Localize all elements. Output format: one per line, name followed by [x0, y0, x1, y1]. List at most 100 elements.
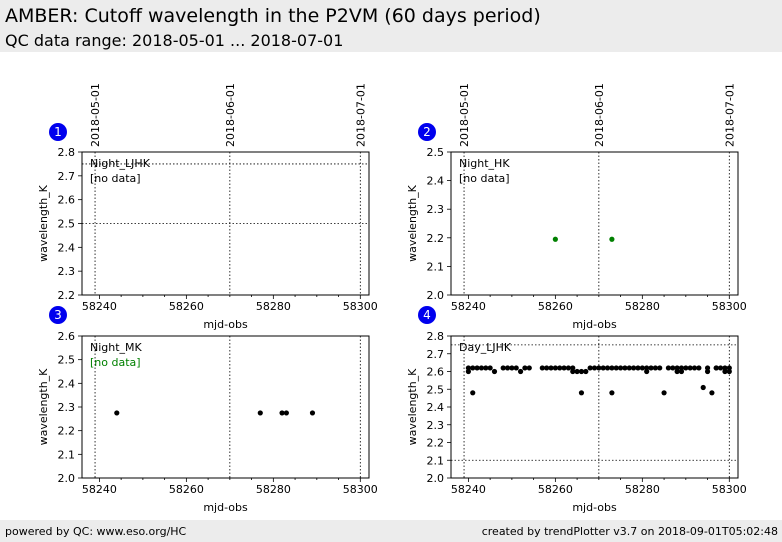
- y-tick-label: 2.4: [427, 175, 445, 188]
- data-point: [552, 365, 558, 371]
- data-point: [657, 365, 663, 371]
- x-axis-label: mjd-obs: [572, 318, 617, 331]
- page-header: AMBER: Cutoff wavelength in the P2VM (60…: [0, 0, 782, 52]
- y-tick-label: 2.0: [427, 472, 445, 485]
- data-point: [526, 365, 532, 371]
- data-point: [578, 368, 585, 375]
- data-point: [691, 365, 698, 371]
- y-tick-label: 2.0: [58, 472, 76, 485]
- data-point: [617, 365, 624, 371]
- date-label: 2018-05-01: [89, 83, 102, 147]
- data-point: [683, 365, 689, 371]
- no-data-note: [no data]: [90, 172, 141, 185]
- data-point: [726, 365, 732, 371]
- y-tick-label: 2.6: [427, 366, 445, 379]
- x-tick-label: 58300: [343, 300, 378, 313]
- y-tick-label: 2.7: [58, 170, 76, 183]
- y-tick-label: 2.2: [427, 232, 445, 245]
- x-tick-label: 58260: [538, 483, 573, 496]
- x-tick-label: 58260: [538, 300, 573, 313]
- y-tick-label: 2.4: [58, 377, 76, 390]
- data-point: [500, 365, 506, 371]
- y-tick-label: 2.6: [58, 194, 76, 207]
- x-tick-label: 58280: [625, 300, 660, 313]
- series-label: Night_LJHK: [90, 157, 151, 170]
- y-tick-label: 2.8: [427, 330, 445, 343]
- y-tick-label: 2.2: [58, 425, 76, 438]
- data-point: [591, 365, 598, 371]
- y-axis-label: wavelength_K: [406, 368, 419, 446]
- panel-number: 2: [423, 125, 431, 139]
- data-point: [613, 365, 619, 371]
- y-tick-label: 2.4: [58, 241, 76, 254]
- page-subtitle: QC data range: 2018-05-01 ... 2018-07-01: [5, 31, 344, 50]
- data-point: [652, 365, 658, 371]
- x-tick-label: 58260: [169, 300, 204, 313]
- y-tick-label: 2.5: [58, 354, 76, 367]
- data-point: [670, 365, 676, 371]
- y-tick-label: 2.5: [427, 146, 445, 159]
- date-label: 2018-07-01: [354, 83, 367, 147]
- footer-powered-by: powered by QC: www.eso.org/HC: [5, 525, 187, 538]
- y-tick-label: 2.3: [427, 419, 445, 432]
- panel-badge: [418, 123, 436, 141]
- plot-frame: [450, 151, 739, 296]
- data-point: [491, 368, 498, 375]
- data-point: [470, 365, 476, 371]
- y-axis-label: wavelength_K: [37, 184, 50, 262]
- data-point: [487, 365, 493, 371]
- data-point: [578, 390, 585, 396]
- panel-badge: [49, 123, 67, 141]
- data-point: [548, 365, 554, 371]
- panel-number: 3: [54, 308, 62, 322]
- data-point: [513, 365, 519, 371]
- y-tick-label: 2.5: [427, 383, 445, 396]
- data-point: [257, 410, 263, 416]
- date-label: 2018-06-01: [224, 83, 237, 147]
- data-point: [552, 236, 558, 242]
- page-title: AMBER: Cutoff wavelength in the P2VM (60…: [5, 5, 541, 27]
- data-point: [509, 365, 515, 371]
- y-tick-label: 2.3: [58, 401, 76, 414]
- x-tick-label: 58300: [343, 483, 378, 496]
- data-point: [596, 365, 602, 371]
- plot-frame: [450, 335, 739, 479]
- panel-number: 4: [423, 308, 431, 322]
- data-point: [544, 365, 550, 371]
- data-point: [704, 368, 711, 375]
- data-point: [114, 410, 120, 416]
- data-point: [609, 236, 615, 242]
- y-tick-label: 2.1: [427, 260, 445, 273]
- data-point: [570, 368, 576, 375]
- data-point: [709, 390, 715, 396]
- data-point: [678, 368, 685, 375]
- panel-4: 58240 58260 58280 58300 2.0 2.1 2.2 2.3 2.4 2.5 2.…: [406, 306, 747, 514]
- data-point: [648, 365, 654, 371]
- y-tick-label: 2.6: [58, 330, 76, 343]
- y-tick-label: 2.0: [427, 289, 445, 302]
- data-point: [722, 365, 728, 371]
- panel-1: 2018-05-01 2018-06-01 2018-07-01 58240 58260…: [37, 83, 378, 331]
- y-tick-label: 2.3: [58, 265, 76, 278]
- panel-2: 2018-05-01 2018-06-01 2018-07-01 58240 58260…: [406, 83, 747, 331]
- data-point: [665, 365, 672, 371]
- data-point: [609, 390, 615, 396]
- x-tick-label: 58240: [82, 483, 117, 496]
- data-point: [696, 365, 702, 371]
- x-tick-label: 58240: [82, 300, 117, 313]
- series-label: Night_MK: [90, 341, 143, 354]
- data-point: [700, 384, 706, 391]
- data-point: [539, 365, 545, 371]
- date-label: 2018-06-01: [593, 83, 606, 147]
- data-point: [565, 365, 572, 371]
- data-point: [478, 365, 485, 371]
- panel-number: 1: [54, 125, 62, 139]
- data-point: [713, 365, 719, 371]
- panel-3: 58240 58260 58280 58300 2.0 2.1 2.2 2.3 2.4 2.5 2.…: [37, 306, 378, 514]
- x-tick-label: 58300: [712, 483, 747, 496]
- x-tick-label: 58280: [625, 483, 660, 496]
- x-axis-label: mjd-obs: [572, 501, 617, 514]
- data-point: [465, 368, 471, 375]
- x-tick-label: 58260: [169, 483, 204, 496]
- data-point: [609, 365, 615, 371]
